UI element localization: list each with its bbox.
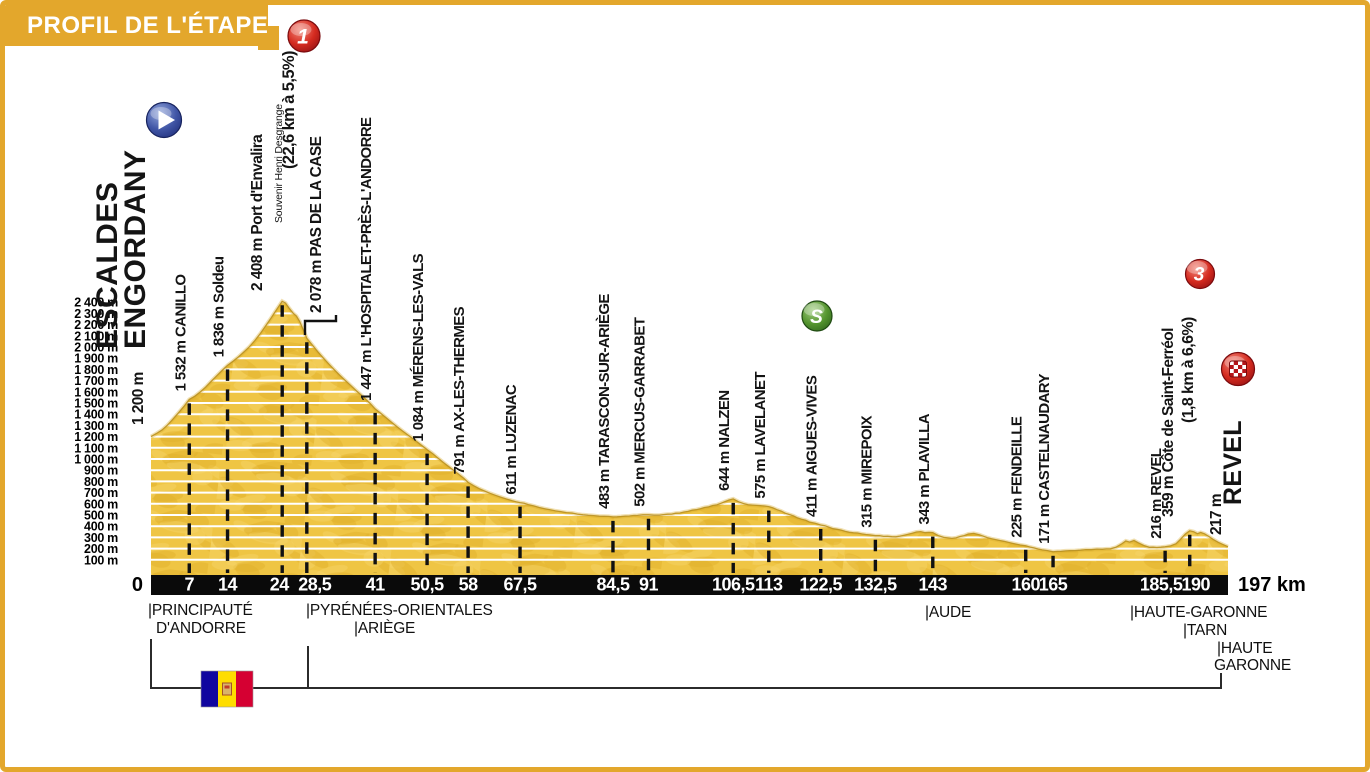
km-tick-label: 67,5 — [503, 575, 537, 595]
stage-profile-chart: 7 14 24 28,5 41 50,5 58 67,5 84,5 91 106,5113 122,5… — [5, 5, 1370, 772]
waypoint-label: 225 m FENDEILLE — [1009, 416, 1026, 538]
km-tick-label: 106,5 — [712, 575, 755, 595]
climb-category-1-number: 1 — [297, 26, 309, 49]
waypoint-label: 2 078 m PAS DE LA CASE — [308, 136, 325, 313]
checker-square — [1234, 365, 1238, 369]
region-label: |AUDE — [925, 604, 971, 621]
sprint-icon: S — [802, 301, 832, 331]
km-tick-label: 160 — [1011, 575, 1040, 595]
waypoint-label: 483 m TARASCON-SUR-ARIÈGE — [596, 294, 613, 509]
start-city-name: ENGORDANY — [119, 149, 152, 349]
km-tick-label: 41 — [366, 575, 386, 595]
climb-category-3-number: 3 — [1194, 265, 1205, 286]
waypoint-label: 1 084 m MÉRENS-LES-VALS — [410, 253, 427, 441]
checker-square — [1234, 373, 1238, 377]
km-tick-label: 185,5 — [1140, 575, 1183, 595]
region-label: |ARIÈGE — [354, 620, 415, 637]
finish-icon — [1222, 353, 1255, 386]
waypoint-label: 315 m MIREPOIX — [858, 415, 875, 527]
climb-category-1-icon: 1 — [288, 20, 320, 52]
checker-square — [1230, 369, 1234, 373]
waypoint-label: 171 m CASTELNAUDARY — [1036, 374, 1053, 544]
checker-square — [1238, 369, 1242, 373]
waypoint-label: 575 m LAVELANET — [752, 372, 769, 499]
waypoint-label: 644 m NALZEN — [716, 391, 733, 491]
label-connector-line — [305, 315, 336, 335]
waypoint-label: 1 836 m Soldeu — [211, 256, 228, 357]
km-tick-label: 143 — [919, 575, 948, 595]
km-tick-label: 24 — [270, 575, 290, 595]
km-tick-label: 165 — [1039, 575, 1068, 595]
climb-category-3-icon: 3 — [1186, 260, 1215, 289]
region-label: |TARN — [1183, 622, 1227, 639]
waypoint-label: 1 532 m CANILLO — [172, 274, 189, 392]
waypoint-label: 411 m AIGUES-VIVES — [804, 375, 821, 517]
page-title: PROFIL DE L'ÉTAPE — [5, 5, 268, 40]
start-icon — [147, 103, 182, 138]
finish-city-name: REVEL — [1219, 420, 1247, 505]
elevation-tick-label: 100 m — [84, 553, 118, 567]
region-bracket — [151, 639, 1221, 688]
flag-emblem — [223, 683, 232, 695]
km-tick-label: 84,5 — [596, 575, 630, 595]
checker-square — [1238, 361, 1242, 365]
waypoint-label: 343 m PLAVILLA — [916, 413, 933, 524]
km-tick-label: 28,5 — [298, 575, 332, 595]
region-label: |HAUTE — [1217, 640, 1272, 657]
waypoint-label: 611 m LUZENAC — [503, 384, 520, 494]
title-badge: PROFIL DE L'ÉTAPE — [5, 5, 268, 46]
climb-detail-label: (1,8 km à 6,6%) — [1180, 317, 1197, 423]
region-label: |PYRÉNÉES-ORIENTALES — [306, 602, 493, 619]
waypoint-label: 791 m AX-LES-THERMES — [451, 306, 468, 474]
km-total-label: 197 km — [1238, 574, 1306, 596]
stage-profile-poster: PROFIL DE L'ÉTAPE 7 14 24 28,5 41 50,5 58 67,5 8… — [0, 0, 1370, 772]
waypoint-label: 359 m Côte de Saint-Ferréol — [1160, 328, 1177, 517]
region-label: GARONNE — [1214, 657, 1291, 674]
waypoint-label: 1 447 m L'HOSPITALET-PRÈS-L'ANDORRE — [358, 117, 375, 401]
checker-square — [1242, 365, 1246, 369]
km-start-label: 0 — [132, 574, 143, 596]
km-tick-label: 122,5 — [799, 575, 842, 595]
waypoint-label-elevation: 1 200 m — [130, 372, 147, 425]
flag-emblem-detail — [225, 686, 230, 689]
region-label: D'ANDORRE — [156, 620, 246, 637]
region-label: |HAUTE-GARONNE — [1130, 604, 1267, 621]
flag-stripe-blue — [201, 671, 218, 707]
km-tick-label: 91 — [639, 575, 659, 595]
waypoint-label: 502 m MERCUS-GARRABET — [631, 317, 648, 507]
flag-stripe-red — [236, 671, 253, 707]
finish-checkerboard — [1230, 361, 1247, 377]
km-tick-label: 14 — [218, 575, 238, 595]
andorra-flag — [201, 671, 253, 707]
km-tick-label: 132,5 — [854, 575, 897, 595]
climb-detail-label: (22,6 km à 5,5%) — [280, 51, 298, 169]
km-tick-label: 7 — [185, 575, 195, 595]
region-label: |PRINCIPAUTÉ — [148, 602, 253, 619]
km-tick-label: 50,5 — [411, 575, 445, 595]
km-tick-label: 58 — [459, 575, 479, 595]
sprint-letter: S — [810, 307, 823, 328]
km-tick-label: 190 — [1181, 575, 1210, 595]
waypoint-label: 2 408 m Port d'Envalira — [249, 134, 266, 291]
km-tick-label: 113 — [755, 575, 783, 595]
